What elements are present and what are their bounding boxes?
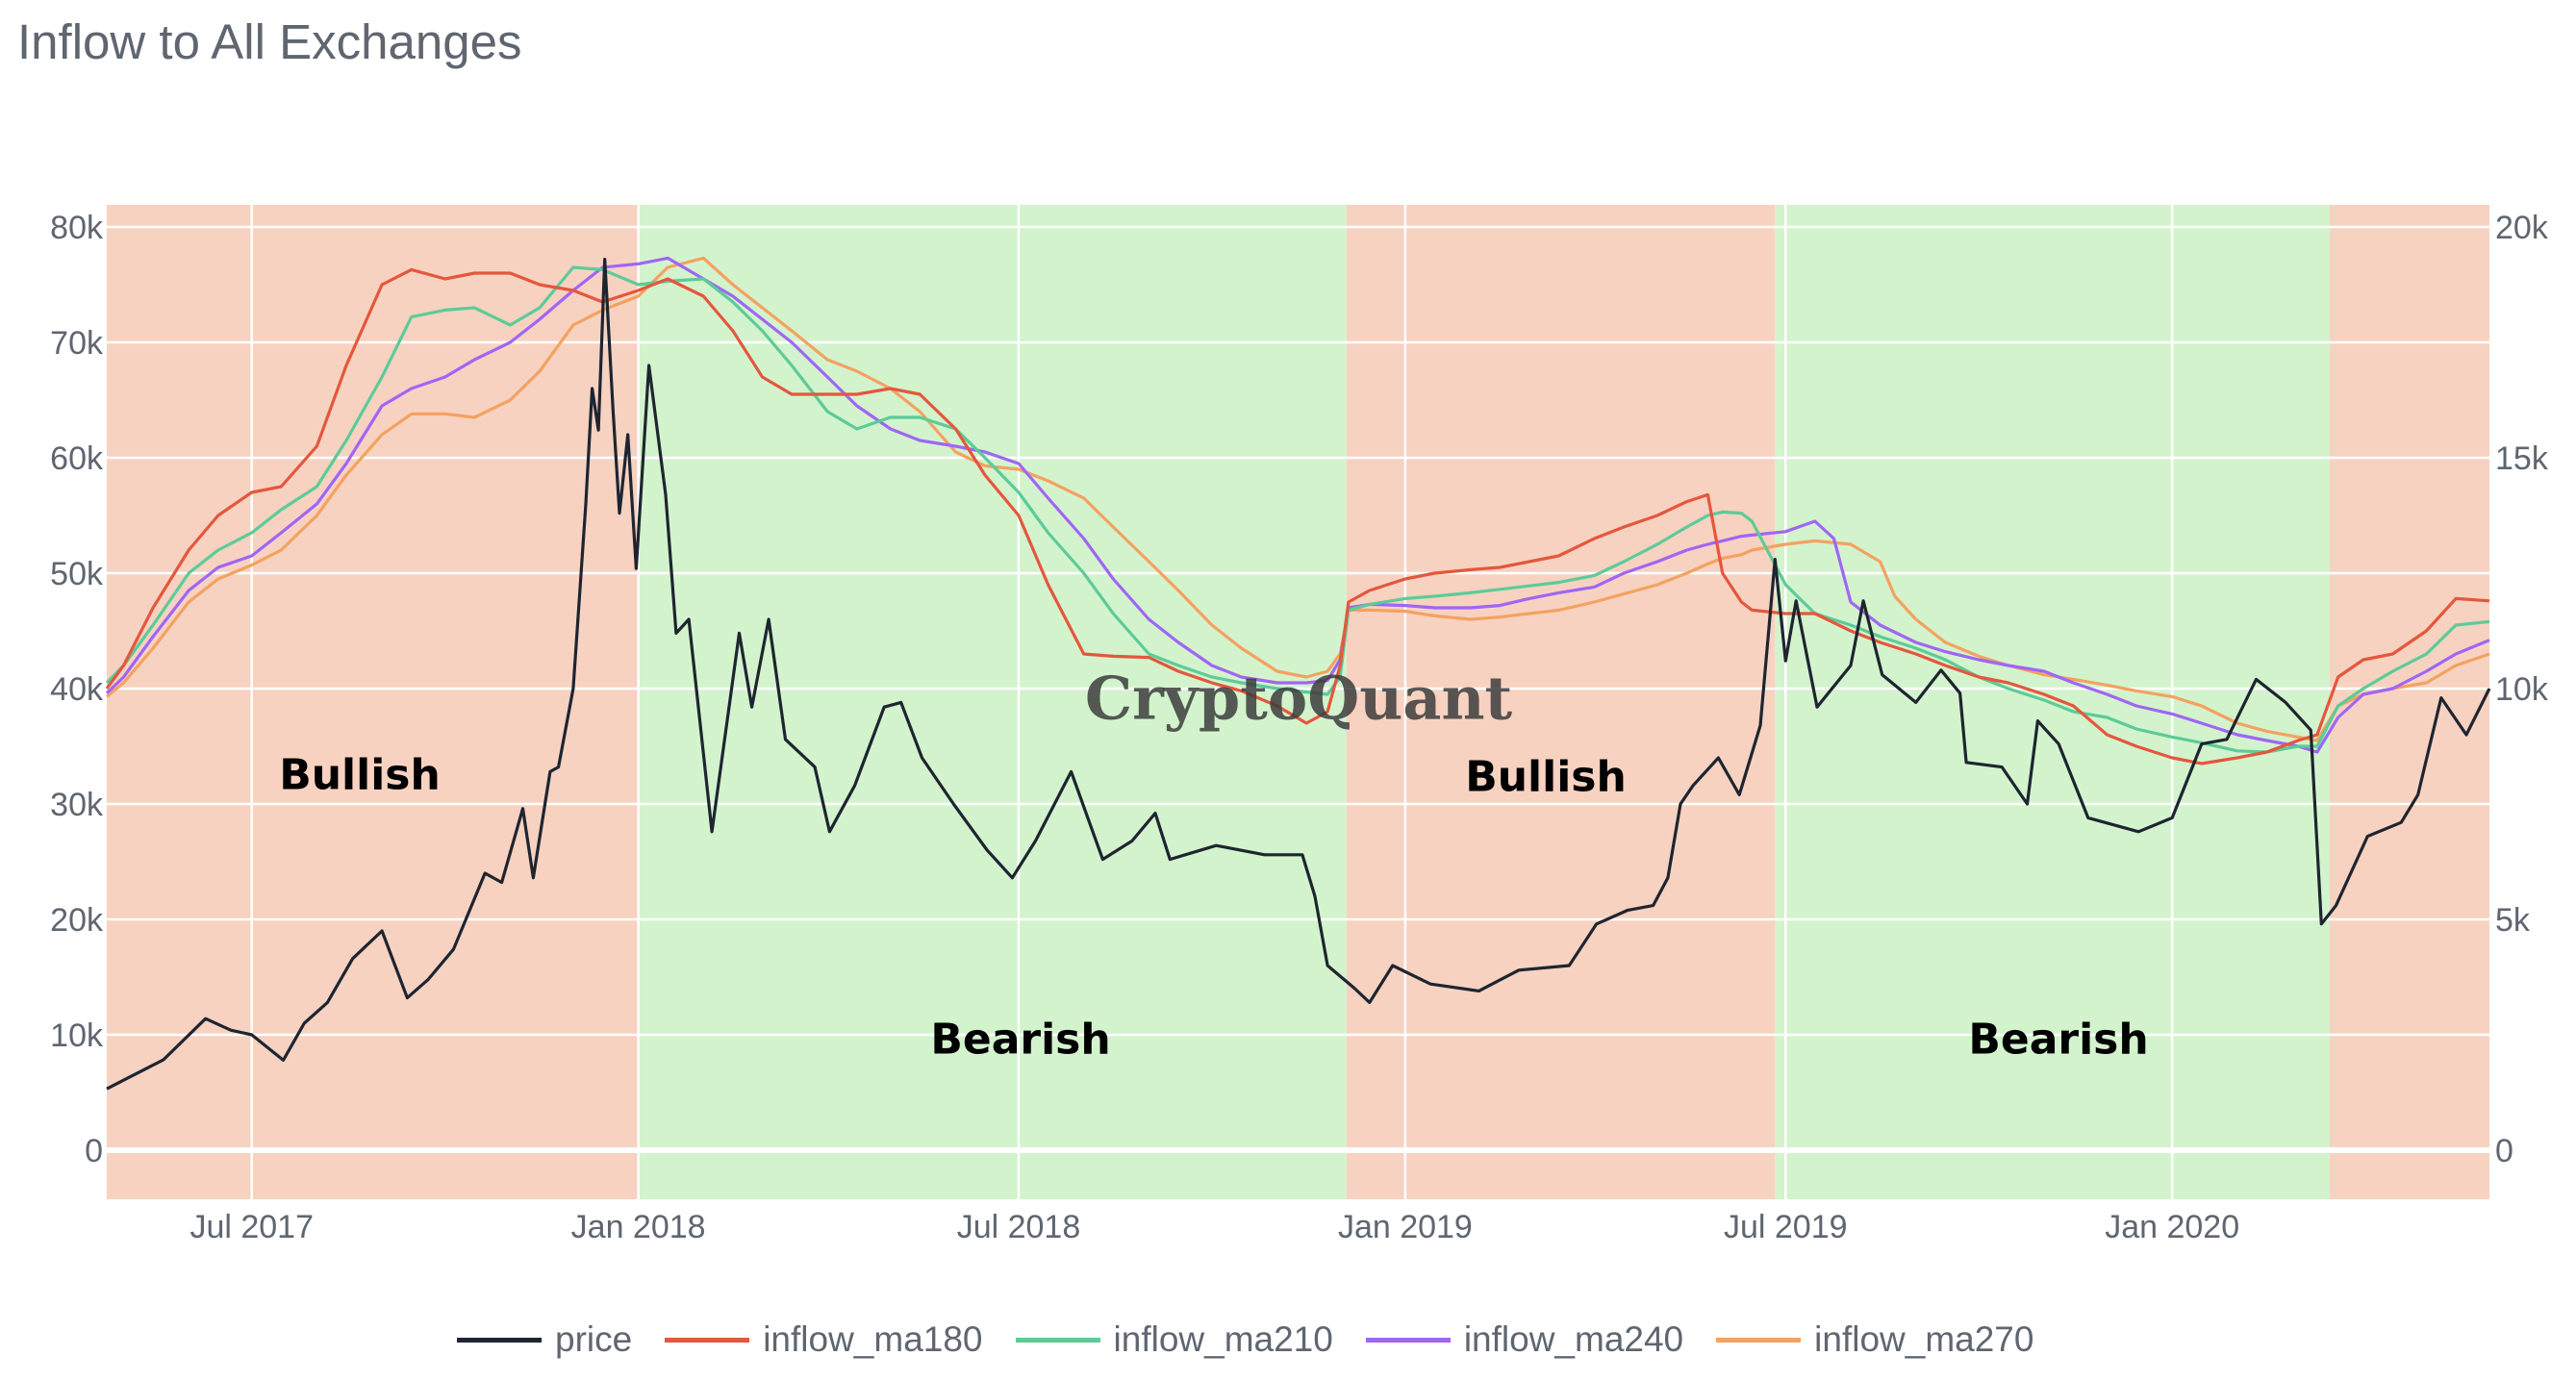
annotation-bearish-2: Bearish [1968,1015,2149,1065]
y-right-tick-label: 10k [2495,671,2549,708]
region-1 [638,205,1347,1199]
legend-item-inflow-ma270[interactable]: inflow_ma270 [1716,1319,2033,1360]
annotation-bearish-1: Bearish [930,1015,1111,1065]
y-left-tick-label: 50k [50,556,104,592]
legend-swatch [1365,1337,1451,1343]
x-tick-label: Jul 2019 [1724,1209,1848,1245]
series-line-inflow_ma210 [105,265,2490,754]
legend-swatch [665,1337,750,1343]
y-left-tick-label: 80k [50,210,104,246]
y-left-tick-label: 40k [50,671,104,708]
x-tick-label: Jan 2019 [1338,1209,1473,1245]
watermark-logo: CryptoQuant [1084,663,1513,734]
region-2 [1346,205,1776,1199]
legend-item-inflow-ma240[interactable]: inflow_ma240 [1365,1319,1684,1360]
region-0 [107,205,639,1199]
x-tick-label: Jul 2018 [957,1209,1081,1245]
legend-label: inflow_ma270 [1814,1319,2034,1359]
legend: price inflow_ma180 inflow_ma210 inflow_m… [457,1319,2066,1360]
y-right-tick-label: 5k [2495,902,2531,939]
legend-swatch [1716,1337,1802,1343]
series-line-price [106,258,2491,1091]
x-tick-label: Jan 2018 [571,1209,706,1245]
y-right-tick-label: 15k [2495,440,2549,477]
x-tick-label: Jan 2020 [2105,1209,2239,1245]
legend-item-inflow-ma180[interactable]: inflow_ma180 [665,1319,983,1360]
series-line-inflow_ma180 [105,267,2490,766]
y-left-tick-label: 70k [50,325,104,362]
legend-swatch [457,1337,542,1343]
x-tick-label: Jul 2017 [189,1209,314,1245]
legend-label: inflow_ma210 [1113,1319,1333,1359]
legend-label: price [555,1319,633,1359]
axis-ticks: 0 10k 20k 30k 40k 50k 60k 70k 80k 0 5k 10k 15k 20k Jul… [50,210,2549,1245]
y-right-tick-label: 0 [2495,1133,2513,1169]
y-left-tick-label: 30k [50,787,104,823]
annotation-bullish-1: Bullish [279,750,441,800]
legend-item-price[interactable]: price [457,1319,632,1360]
annotation-bullish-2: Bullish [1465,752,1627,802]
legend-label: inflow_ma180 [763,1319,983,1359]
y-left-tick-label: 60k [50,440,104,477]
legend-item-inflow-ma210[interactable]: inflow_ma210 [1015,1319,1333,1360]
y-left-tick-label: 10k [50,1017,104,1054]
chart-title: Inflow to All Exchanges [17,14,522,69]
legend-swatch [1015,1337,1100,1343]
legend-label: inflow_ma240 [1463,1319,1684,1359]
y-left-tick-label: 20k [50,902,104,939]
y-left-tick-label: 0 [85,1133,103,1169]
series-lines [105,256,2491,1091]
y-right-tick-label: 20k [2495,210,2549,246]
